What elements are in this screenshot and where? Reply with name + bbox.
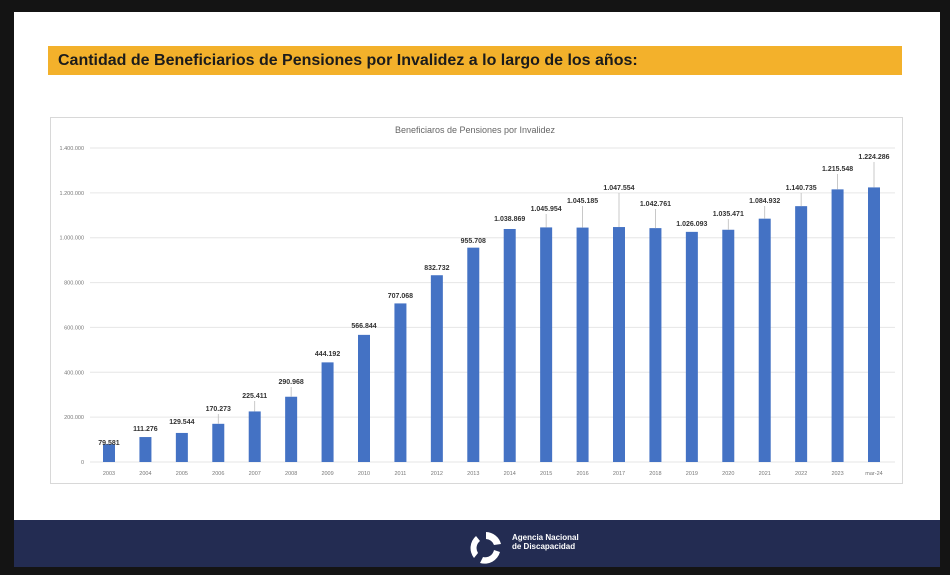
data-label: 225.411 [242,393,267,400]
y-tick-label: 200.000 [64,415,84,421]
data-label: 1.140.735 [786,185,817,192]
x-tick-label: 2019 [686,471,698,477]
x-tick-label: 2014 [504,471,516,477]
y-tick-label: 0 [81,460,84,466]
data-label: 832.732 [424,265,449,272]
data-label: 1.047.554 [603,185,634,192]
x-tick-label: 2010 [358,471,370,477]
x-tick-label: 2006 [212,471,224,477]
data-label: 707.068 [388,293,413,300]
x-tick-label: 2007 [249,471,261,477]
data-label: 444.192 [315,351,340,358]
data-label: 1.215.548 [822,166,853,173]
x-tick-label: 2018 [649,471,661,477]
data-label: 129.544 [169,419,194,426]
bar [576,227,589,462]
x-tick-label: 2011 [395,471,407,477]
data-label: 1.224.286 [858,154,889,161]
data-label: 1.035.471 [713,211,744,218]
slide-heading: Cantidad de Beneficiarios de Pensiones p… [58,52,638,69]
bar [613,227,625,462]
bar [795,206,808,462]
bar [649,228,662,462]
x-tick-label: 2017 [613,471,625,477]
chart-title: Beneficiaros de Pensiones por Invalidez [395,125,556,135]
x-tick-label: 2008 [285,471,297,477]
data-label: 955.708 [461,238,486,245]
data-label: 1.026.093 [676,221,707,228]
data-label: 566.844 [351,323,376,330]
data-label: 111.276 [133,426,158,433]
data-label: 79.581 [98,440,120,447]
x-tick-label: mar-24 [865,471,882,477]
bar [321,362,334,462]
data-label: 170.273 [206,406,231,413]
heading-banner: Cantidad de Beneficiarios de Pensiones p… [48,46,902,75]
bar [430,275,443,462]
x-tick-label: 2004 [139,471,151,477]
x-tick-label: 2016 [576,471,588,477]
x-tick-label: 2013 [467,471,479,477]
bar [394,303,407,462]
data-label: 1.084.932 [749,198,780,205]
bar [139,437,152,462]
x-tick-label: 2015 [540,471,552,477]
x-tick-label: 2022 [795,471,807,477]
data-label: 290.968 [278,379,303,386]
bar [285,396,298,462]
data-label: 1.045.954 [531,206,562,213]
y-tick-label: 1.200.000 [60,191,84,197]
bar [868,187,880,462]
agency-logo-icon [470,532,501,564]
bar [685,231,698,462]
data-label: 1.042.761 [640,201,671,208]
x-tick-label: 2012 [431,471,443,477]
bar [503,228,516,462]
bar [248,411,261,462]
bar [467,247,480,462]
bar [212,423,225,462]
y-tick-label: 400.000 [64,370,84,376]
bar [358,334,370,462]
bar [540,227,553,462]
bar [831,189,844,463]
x-tick-label: 2021 [759,471,771,477]
x-tick-label: 2009 [321,471,333,477]
x-tick-label: 2005 [176,471,188,477]
x-tick-label: 2020 [722,471,734,477]
x-tick-label: 2003 [103,471,115,477]
bar [758,218,771,462]
y-tick-label: 800.000 [64,281,84,287]
data-label: 1.045.185 [567,198,598,205]
bar [103,444,115,462]
y-tick-label: 600.000 [64,325,84,331]
agency-logo-text: Agencia Nacional de Discapacidad [512,533,579,551]
y-tick-label: 1.000.000 [60,236,84,242]
bar [175,432,188,462]
bar [722,229,735,462]
data-label: 1.038.869 [494,216,525,223]
x-tick-label: 2023 [831,471,843,477]
y-tick-label: 1.400.000 [60,146,84,152]
